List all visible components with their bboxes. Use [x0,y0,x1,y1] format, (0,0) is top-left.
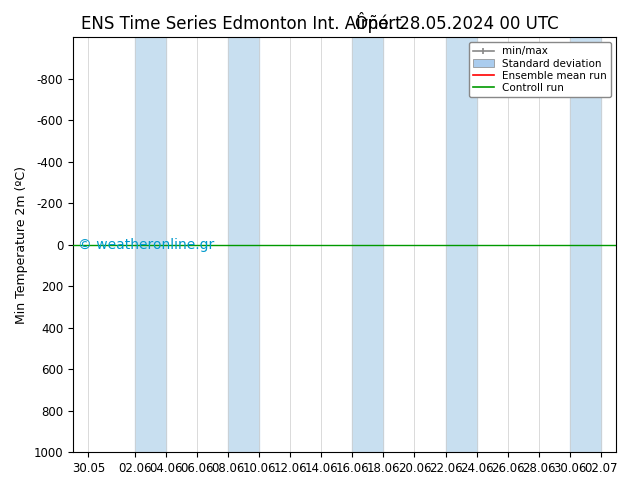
Legend: min/max, Standard deviation, Ensemble mean run, Controll run: min/max, Standard deviation, Ensemble me… [469,42,611,97]
Text: ENS Time Series Edmonton Int. Airport: ENS Time Series Edmonton Int. Airport [81,15,401,33]
Y-axis label: Min Temperature 2m (ºC): Min Temperature 2m (ºC) [15,166,28,324]
Bar [446,37,477,452]
Bar [353,37,384,452]
Bar [228,37,259,452]
Text: © weatheronline.gr: © weatheronline.gr [79,238,214,252]
Bar [570,37,601,452]
Text: Ôñé. 28.05.2024 00 UTC: Ôñé. 28.05.2024 00 UTC [354,15,559,33]
Bar [135,37,166,452]
